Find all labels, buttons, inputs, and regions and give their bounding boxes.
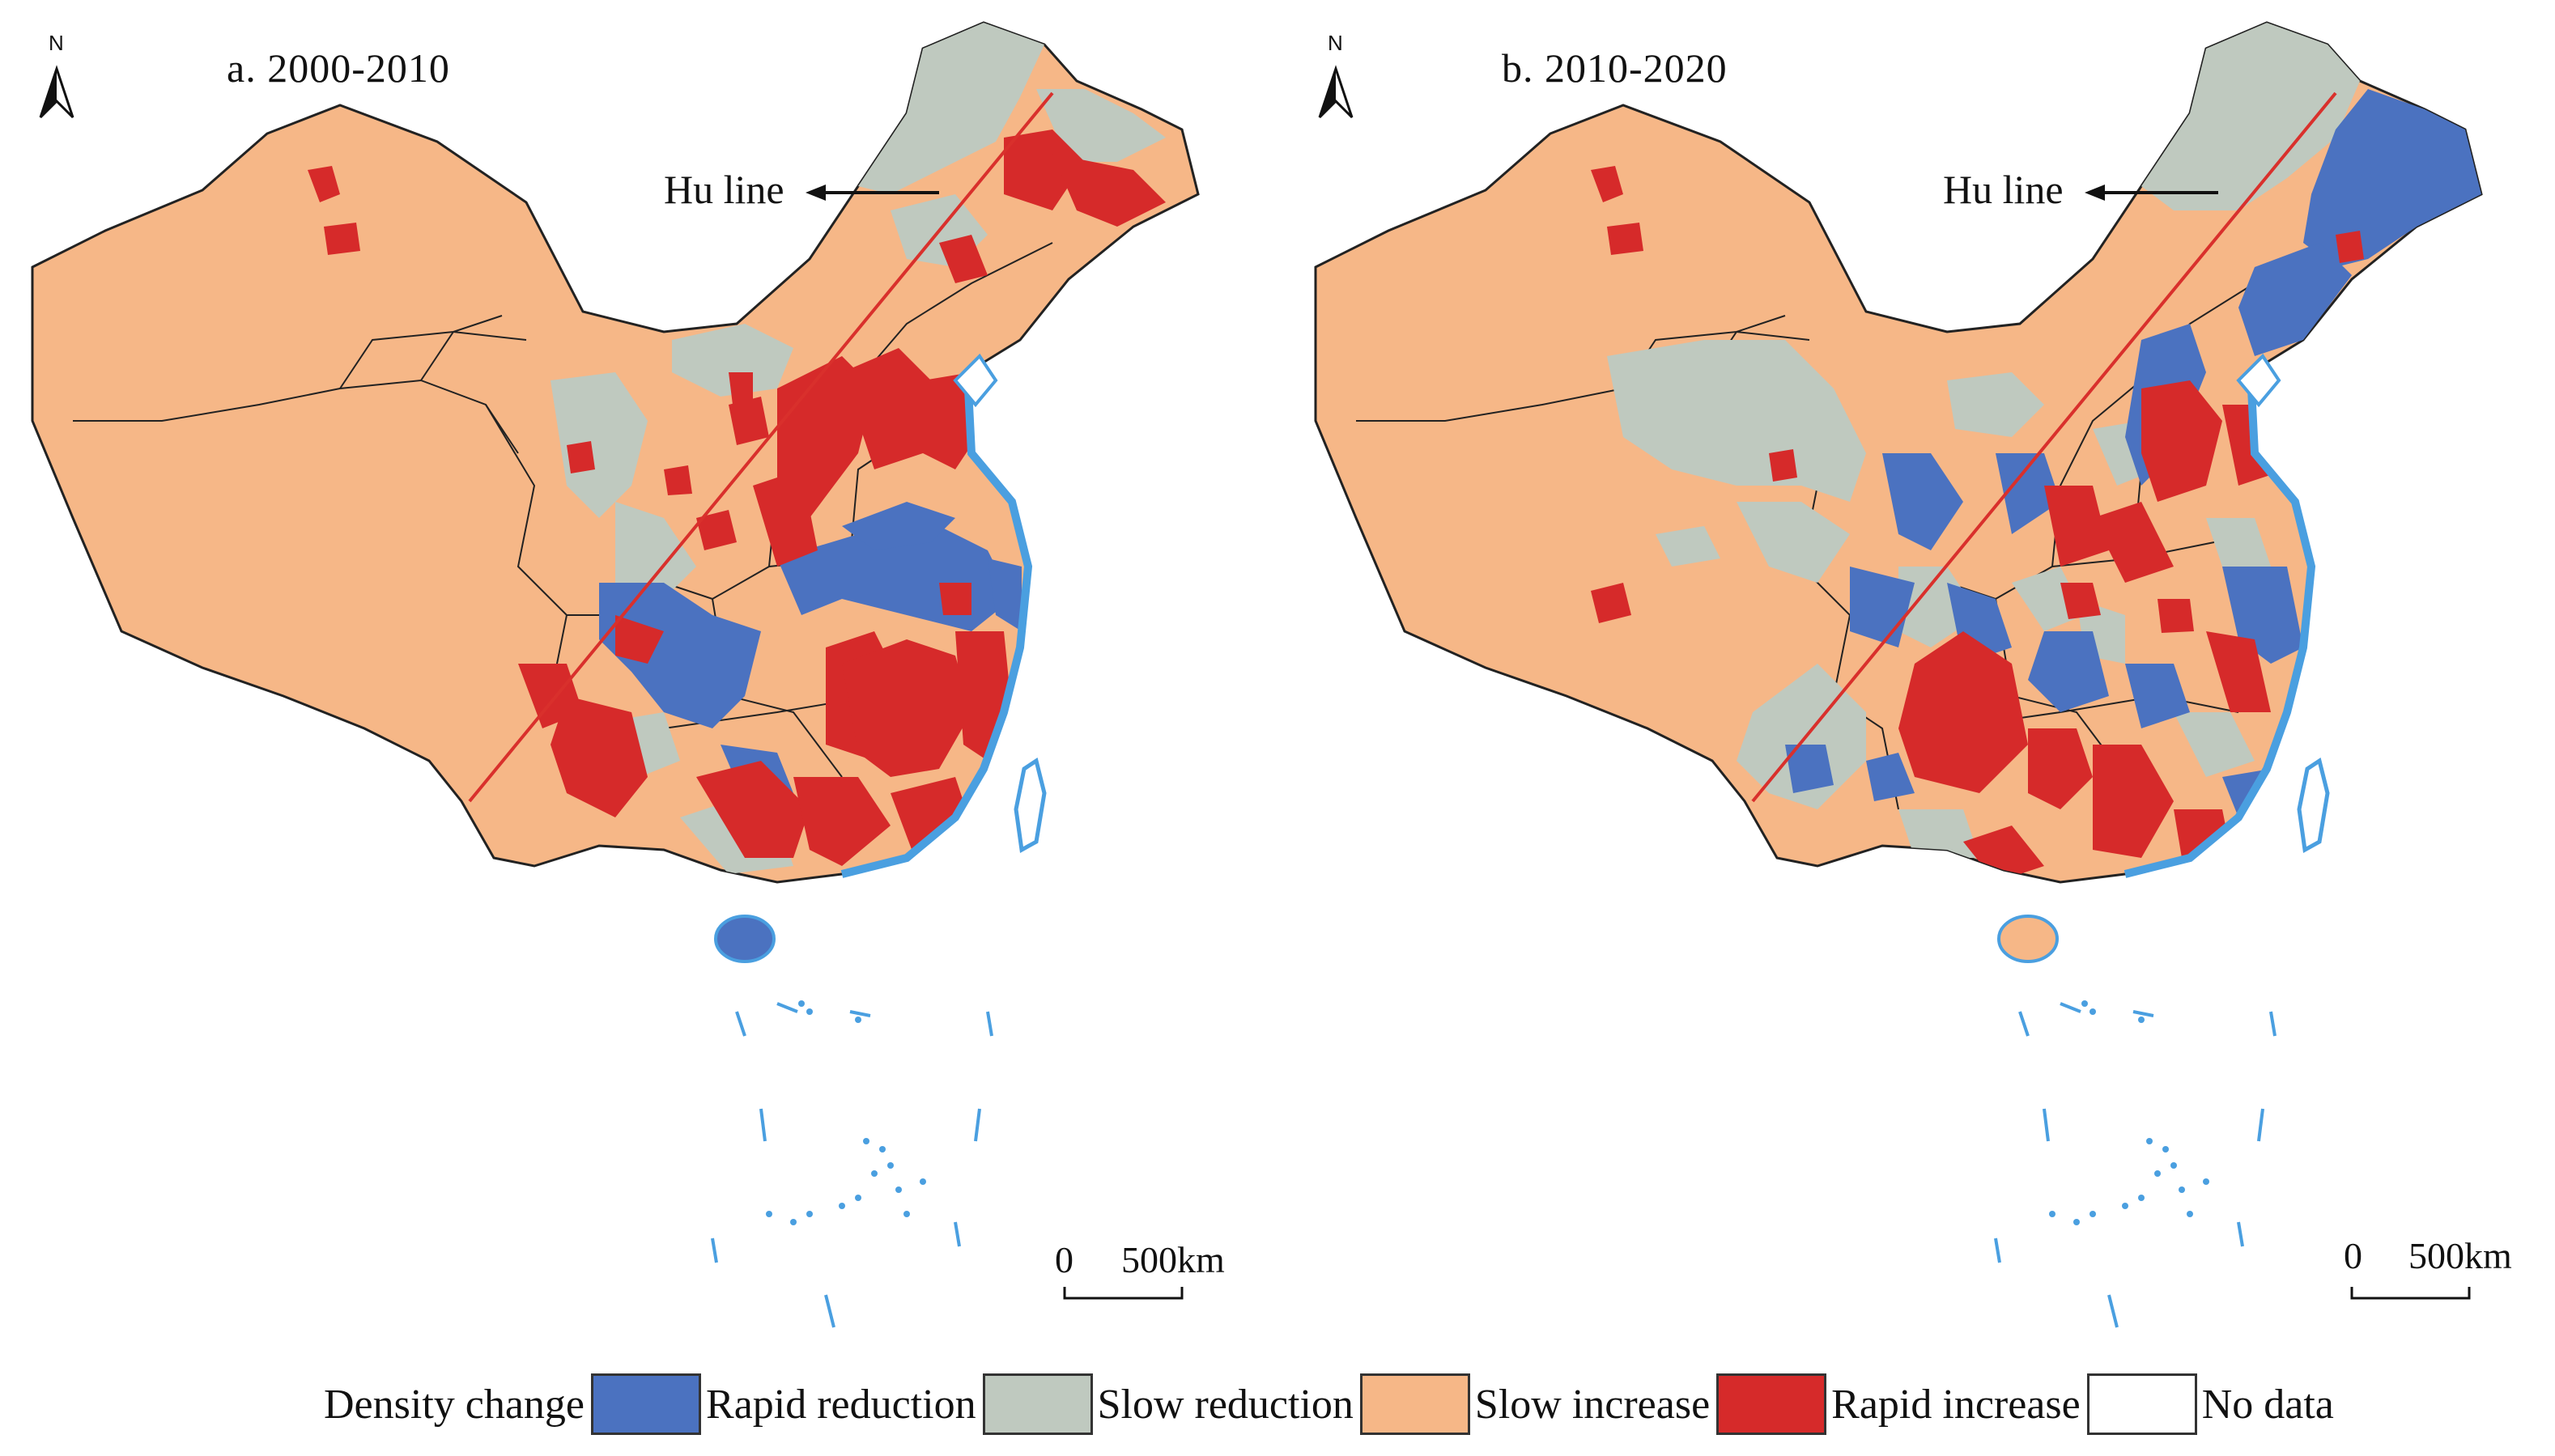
legend-label-rapid-increase: Rapid increase [1831,1381,2081,1428]
scale-distance-a: 500km [1121,1239,1225,1280]
panel-title-a: a. 2000-2010 [227,45,450,91]
legend-label-slow-increase: Slow increase [1474,1381,1711,1428]
panel-title-b: b. 2010-2020 [1502,45,1728,91]
scale-distance-b: 500km [2408,1235,2512,1276]
map-panel-b [1314,21,2483,1328]
legend-swatch-rapid-increase [1716,1373,1827,1435]
legend-title: Density change [324,1381,585,1428]
north-label-b: N [1328,31,1343,55]
hu-line-label-b: Hu line [1943,167,2064,212]
hu-line-label-a: Hu line [664,167,784,212]
scale-zero-a: 0 [1055,1239,1073,1280]
legend-swatch-rapid-reduction [591,1373,702,1435]
north-label-a: N [49,31,64,55]
scale-zero-b: 0 [2344,1235,2362,1276]
legend-label-slow-reduction: Slow reduction [1097,1381,1354,1428]
legend-swatch-no-data [2086,1373,2197,1435]
legend-swatch-slow-reduction [982,1373,1093,1435]
map-legend: Density change Rapid reduction Slow redu… [324,1368,2340,1441]
legend-label-no-data: No data [2201,1381,2334,1428]
legend-swatch-slow-increase [1359,1373,1470,1435]
map-panel-a [31,21,1200,1328]
legend-label-rapid-reduction: Rapid reduction [706,1381,976,1428]
